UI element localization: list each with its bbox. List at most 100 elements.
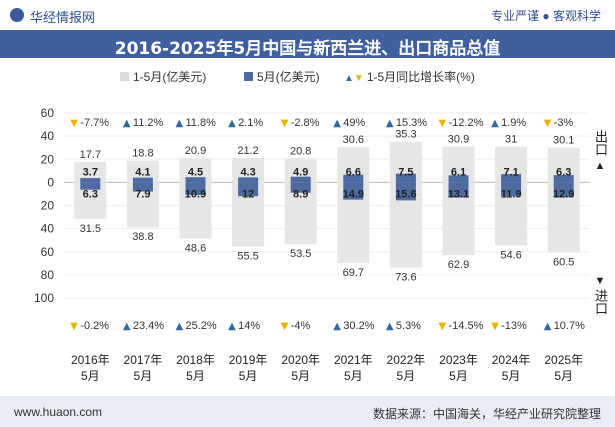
import-growth-arrow-icon: ▲ [176,321,184,332]
label-import-monthly: 15.6 [395,188,416,200]
import-side-label: ▼ 进口 [593,274,608,318]
label-import-monthly: 6.3 [83,188,98,200]
x-tick-label-month: 5月 [397,369,416,383]
y-tick-label: 60 [41,106,55,120]
export-growth-arrow-icon: ▼ [281,118,289,129]
label-import-cumulative: 62.9 [448,259,469,271]
title-bar [0,30,615,58]
x-tick-label-year: 2023年 [439,353,478,367]
export-growth-arrow-icon: ▼ [544,118,552,129]
x-tick-label-month: 5月 [81,369,100,383]
label-export-monthly: 4.3 [240,166,255,178]
legend-monthly-label: 5月(亿美元) [257,70,320,84]
y-tick-label: 20 [41,199,55,213]
bar-export-monthly [343,174,364,183]
bar-export-monthly [448,175,469,183]
label-export-cumulative: 17.7 [80,149,101,161]
label-export-monthly: 3.7 [83,166,98,178]
x-tick-label-month: 5月 [554,369,573,383]
bar-import-monthly [395,182,416,201]
footer-url[interactable]: www.huaon.com [14,405,103,419]
export-growth-arrow-icon: ▼ [70,118,78,129]
label-import-monthly: 7.9 [135,188,150,200]
label-export-monthly: 7.1 [503,166,518,178]
label-export-cumulative: 30.6 [343,134,364,146]
chart-title: 2016-2025年5月中国与新西兰进、出口商品总值 [114,39,501,59]
legend-cumulative-label: 1-5月(亿美元) [133,70,207,84]
label-import-cumulative: 73.6 [395,271,416,283]
import-growth-label: -14.5% [449,320,484,332]
bar-import-monthly [290,182,311,193]
huajing-logo-icon [10,8,24,22]
label-export-cumulative: 30.9 [448,134,469,146]
label-import-monthly: 13.1 [448,188,469,200]
bar-import-cumulative [284,182,317,245]
import-growth-label: 5.3% [396,320,421,332]
label-export-cumulative: 30.1 [553,135,574,147]
x-tick-label-month: 5月 [449,369,468,383]
export-growth-arrow-icon: ▲ [333,118,341,129]
label-import-cumulative: 69.7 [343,267,364,279]
legend-monthly: 5月(亿美元) [244,68,320,85]
x-tick-label-month: 5月 [502,369,521,383]
import-label-text: 进口 [593,289,608,315]
x-tick-label-year: 2022年 [387,353,426,367]
export-side-label: 出口 ▲ [593,130,608,174]
label-import-cumulative: 48.6 [185,243,206,255]
export-growth-label: 15.3% [396,117,427,129]
x-tick-label-month: 5月 [186,369,205,383]
label-import-cumulative: 31.5 [80,223,101,235]
import-growth-arrow-icon: ▼ [439,321,447,332]
bar-import-monthly [80,182,101,190]
legend-growth-down-icon: ▼ [353,73,364,84]
bar-import-monthly [238,182,259,197]
bar-export-monthly [132,177,153,183]
bar-export-cumulative [74,161,107,183]
import-growth-label: -4% [291,320,311,332]
legend-monthly-swatch-icon [244,72,253,81]
label-export-monthly: 6.1 [451,166,466,178]
export-growth-arrow-icon: ▲ [491,118,499,129]
import-growth-arrow-icon: ▲ [123,321,131,332]
export-growth-label: -7.7% [80,117,109,129]
brand-name: 华经情报网 [30,10,96,25]
legend: 1-5月(亿美元) 5月(亿美元) ▲▼ 1-5月同比增长率(%) [0,63,615,85]
bar-import-monthly [185,182,206,195]
import-growth-label: 14% [238,320,260,332]
export-arrow-up-icon: ▲ [594,160,606,172]
label-import-monthly: 8.9 [293,188,308,200]
import-growth-label: -0.2% [80,320,109,332]
y-tick-label: 0 [47,175,54,189]
y-tick-label: 100 [34,291,54,305]
label-import-monthly: 10.9 [185,188,206,200]
import-growth-arrow-icon: ▼ [491,321,499,332]
label-export-monthly: 4.5 [188,166,203,178]
export-growth-label: -2.8% [291,117,320,129]
x-tick-label-year: 2016年 [71,353,110,367]
label-export-monthly: 6.3 [556,166,571,178]
bar-export-monthly [553,175,574,183]
label-export-cumulative: 35.3 [395,129,416,141]
label-export-monthly: 4.9 [293,166,308,178]
import-growth-label: -13% [501,320,527,332]
y-tick-label: 80 [41,268,55,282]
x-tick-label-year: 2017年 [124,353,163,367]
import-growth-arrow-icon: ▲ [544,321,552,332]
legend-cumulative: 1-5月(亿美元) [120,68,206,85]
y-tick-label: 40 [41,222,55,236]
export-growth-arrow-icon: ▲ [176,118,184,129]
footer-bar [0,396,615,427]
label-import-monthly: 12 [242,188,254,200]
export-growth-label: 2.1% [238,117,263,129]
legend-growth-label: 1-5月同比增长率(%) [366,70,475,84]
x-tick-label-year: 2019年 [229,353,268,367]
export-growth-label: 49% [343,117,365,129]
import-growth-label: 25.2% [186,320,217,332]
export-growth-label: 1.9% [501,117,526,129]
label-import-cumulative: 38.8 [132,231,153,243]
label-import-monthly: 11.9 [501,188,522,200]
export-growth-label: 11.2% [133,117,164,129]
label-export-monthly: 7.5 [398,166,413,178]
label-export-cumulative: 21.2 [237,145,258,157]
